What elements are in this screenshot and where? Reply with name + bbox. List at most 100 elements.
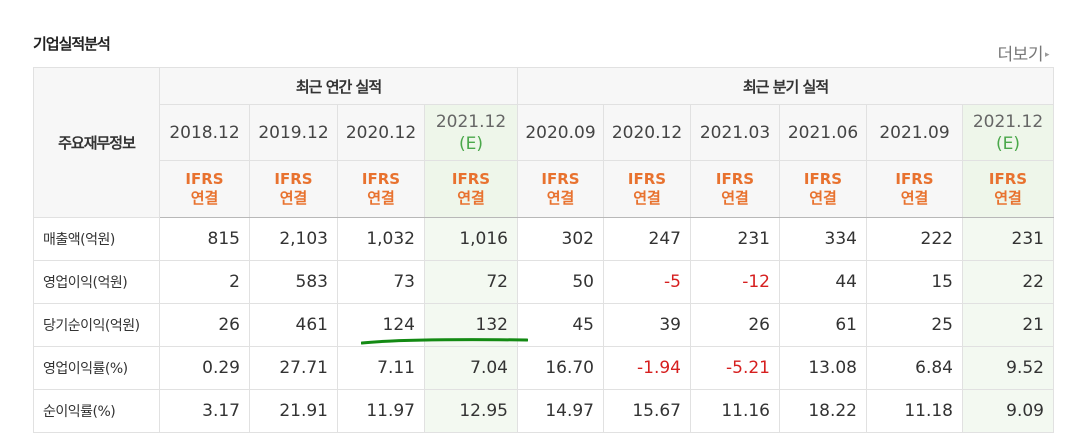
table-cell: 132: [424, 303, 518, 347]
table-row: 당기순이익(억원) 26 461 124 132 45 39 26 61 25 21: [33, 303, 1054, 347]
basis-ifrs: IFRS: [627, 170, 667, 188]
financial-summary-table-wrap: 주요재무정보 최근 연간 실적 최근 분기 실적 2018.12 2019.12 2…: [33, 67, 1054, 433]
basis-consolidated: 연결: [279, 189, 308, 207]
basis-ifrs: IFRS: [895, 170, 934, 188]
period-date: 2019.12: [258, 122, 329, 143]
table-cell: 45: [517, 303, 604, 347]
chevron-right-icon: ▸: [1044, 50, 1050, 60]
basis-consolidated: 연결: [457, 189, 485, 207]
more-link[interactable]: 더보기 ▸: [997, 40, 1050, 65]
table-cell: 39: [603, 303, 691, 347]
row-label-header: 주요재무정보: [33, 67, 160, 218]
basis-header: IFRS 연결: [517, 160, 604, 218]
basis-header: IFRS 연결: [866, 160, 963, 218]
table-cell: 231: [690, 217, 780, 261]
period-date: 2021.12: [435, 111, 507, 132]
table-cell: 15.67: [603, 389, 691, 433]
basis-ifrs: IFRS: [185, 170, 224, 188]
table-cell: 21.91: [249, 389, 338, 433]
table-cell: 1,032: [337, 217, 425, 261]
table-cell: 334: [779, 217, 867, 261]
basis-header: IFRS 연결: [249, 160, 338, 218]
row-label: 당기순이익(억원): [33, 303, 160, 347]
period-date: 2021.06: [787, 122, 859, 143]
table-cell: 231: [962, 217, 1054, 261]
basis-ifrs: IFRS: [361, 170, 401, 188]
table-cell: 26: [690, 303, 780, 347]
basis-header: IFRS 연결: [690, 160, 780, 218]
basis-header: IFRS 연결: [424, 160, 518, 218]
table-cell: -12: [690, 260, 780, 304]
table-cell: 815: [159, 217, 250, 261]
period-date: 2021.09: [879, 122, 950, 143]
table-cell: 21: [962, 303, 1054, 347]
table-cell: 7.04: [424, 346, 518, 390]
table-cell: -5.21: [690, 346, 780, 390]
table-row: 순이익률(%) 3.17 21.91 11.97 12.95 14.97 15.67 11.1…: [33, 389, 1054, 433]
table-row: 영업이익률(%) 0.29 27.71 7.11 7.04 16.70 -1.94 -5.21…: [33, 346, 1054, 390]
table-row: 영업이익(억원) 2 583 73 72 50 -5 -12 44 15 22: [33, 260, 1054, 304]
basis-consolidated: 연결: [721, 189, 749, 207]
period-header: 2021.09: [866, 104, 963, 161]
basis-header: IFRS 연결: [962, 160, 1054, 218]
basis-ifrs: IFRS: [451, 170, 491, 188]
period-header: 2020.09: [517, 104, 604, 161]
period-header: 2021.12 (E): [424, 104, 518, 161]
estimate-marker: (E): [458, 133, 483, 154]
table-cell: 583: [249, 260, 338, 304]
table-cell: 302: [517, 217, 604, 261]
annual-group-header: 최근 연간 실적: [159, 67, 518, 105]
table-cell: 247: [603, 217, 691, 261]
table-cell: 44: [779, 260, 867, 304]
basis-ifrs: IFRS: [715, 170, 755, 188]
basis-ifrs: IFRS: [274, 170, 313, 188]
table-cell: 73: [337, 260, 425, 304]
table-cell: 14.97: [517, 389, 604, 433]
basis-consolidated: 연결: [367, 189, 395, 207]
table-cell: 11.97: [337, 389, 425, 433]
row-label: 매출액(억원): [33, 217, 160, 261]
table-cell: 11.16: [690, 389, 780, 433]
table-cell: 22: [962, 260, 1054, 304]
basis-ifrs: IFRS: [541, 170, 580, 188]
table-cell: 15: [866, 260, 963, 304]
table-cell: 61: [779, 303, 867, 347]
table-cell: 222: [866, 217, 963, 261]
table-cell: -5: [603, 260, 691, 304]
table-cell: 27.71: [249, 346, 338, 390]
table-cell: 72: [424, 260, 518, 304]
basis-ifrs: IFRS: [988, 170, 1028, 188]
basis-consolidated: 연결: [994, 189, 1022, 207]
basis-ifrs: IFRS: [803, 170, 843, 188]
financial-summary-table: 주요재무정보 최근 연간 실적 최근 분기 실적 2018.12 2019.12 2…: [33, 67, 1054, 433]
period-date: 2021.03: [699, 122, 771, 143]
period-header: 2018.12: [159, 104, 250, 161]
row-label: 순이익률(%): [33, 389, 160, 433]
table-cell: 18.22: [779, 389, 867, 433]
period-header: 2019.12: [249, 104, 338, 161]
period-date: 2020.12: [611, 122, 683, 143]
more-link-label[interactable]: 더보기: [997, 45, 1044, 65]
table-cell: 12.95: [424, 389, 518, 433]
table-cell: 2,103: [249, 217, 338, 261]
estimate-marker: (E): [995, 133, 1020, 154]
table-cell: 16.70: [517, 346, 604, 390]
quarterly-group-header: 최근 분기 실적: [517, 67, 1054, 105]
table-cell: 7.11: [337, 346, 425, 390]
period-header: 2021.06: [779, 104, 867, 161]
table-cell: 2: [159, 260, 250, 304]
basis-header: IFRS 연결: [159, 160, 250, 218]
basis-consolidated: 연결: [546, 189, 575, 207]
period-header: 2020.12: [603, 104, 691, 161]
basis-consolidated: 연결: [809, 189, 837, 207]
basis-consolidated: 연결: [190, 189, 219, 207]
period-header: 2021.03: [690, 104, 780, 161]
table-row: 매출액(억원) 815 2,103 1,032 1,016 302 247 231 334 222…: [33, 217, 1054, 261]
row-label: 영업이익(억원): [33, 260, 160, 304]
period-header: 2020.12: [337, 104, 425, 161]
table-cell: 124: [337, 303, 425, 347]
table-cell: 0.29: [159, 346, 250, 390]
row-label: 영업이익률(%): [33, 346, 160, 390]
table-cell: 461: [249, 303, 338, 347]
table-cell: 25: [866, 303, 963, 347]
